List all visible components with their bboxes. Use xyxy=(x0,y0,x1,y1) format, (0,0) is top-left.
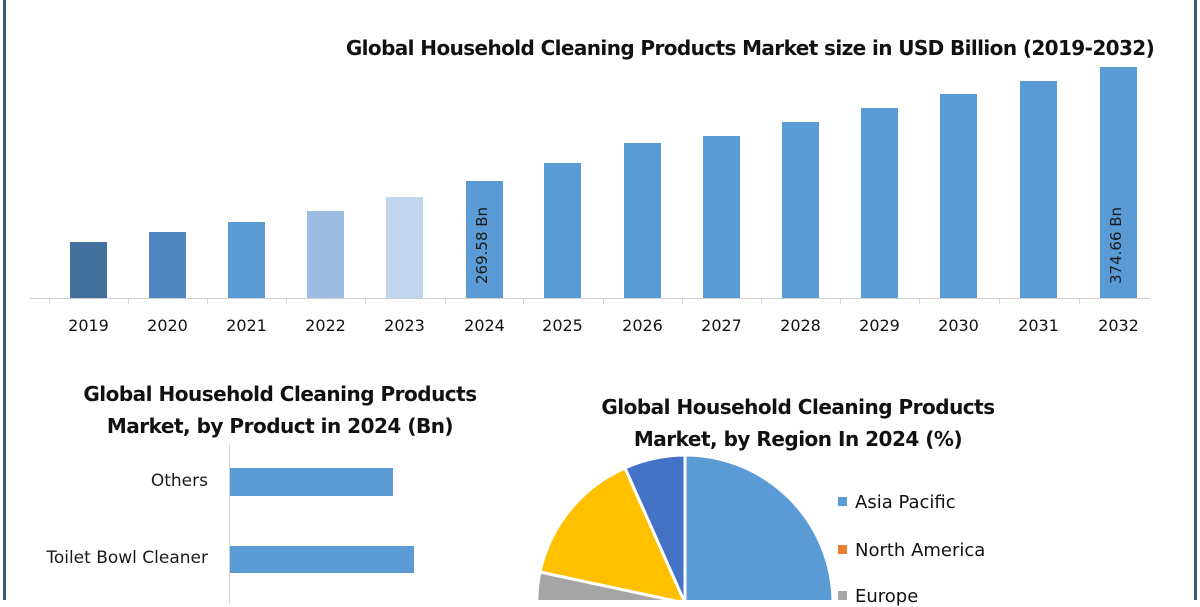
x-tick-label-2022: 2022 xyxy=(305,316,346,335)
bar-2030 xyxy=(940,94,977,298)
bar-2022 xyxy=(307,211,344,298)
legend-swatch-north-america xyxy=(838,544,847,554)
x-tick-label-2021: 2021 xyxy=(226,316,267,335)
product-label-toilet-bowl-cleaner: Toilet Bowl Cleaner xyxy=(46,548,208,568)
x-tick-label-2024: 2024 xyxy=(464,316,505,335)
product-bar-toilet-bowl-cleaner xyxy=(230,546,414,573)
bar-2025 xyxy=(544,163,581,298)
product-chart-title: Global Household Cleaning Products Marke… xyxy=(40,378,520,442)
x-tick xyxy=(49,298,50,304)
legend-item-asia-pacific: Asia Pacific xyxy=(838,492,956,513)
bar-2021 xyxy=(228,222,265,298)
bar-2032: 374.66 Bn xyxy=(1100,67,1137,298)
x-tick xyxy=(445,298,446,304)
pie-slice-yellow xyxy=(538,466,686,600)
x-tick-label-2026: 2026 xyxy=(622,316,663,335)
x-tick-label-2020: 2020 xyxy=(147,316,188,335)
x-tick xyxy=(128,298,129,304)
frame-border-right xyxy=(1194,0,1197,600)
legend-item-north-america: North America xyxy=(838,540,985,561)
region-chart-title: Global Household Cleaning Products Marke… xyxy=(538,391,1058,455)
legend-swatch-asia-pacific xyxy=(838,496,847,506)
x-tick-label-2023: 2023 xyxy=(384,316,425,335)
x-tick xyxy=(682,298,683,304)
bar-2029 xyxy=(861,108,898,298)
product-label-others: Others xyxy=(150,471,208,491)
legend-label-asia-pacific: Asia Pacific xyxy=(855,492,956,513)
bar-2028 xyxy=(782,122,819,298)
x-tick xyxy=(999,298,1000,304)
market-size-bar-chart: 2019 2020 2021 2022 2023 269.58 Bn 2024 2025 202… xyxy=(30,67,1150,335)
bar-2026 xyxy=(624,143,661,298)
bar-2019 xyxy=(70,242,107,298)
bar-2027 xyxy=(703,136,740,298)
bar-2031 xyxy=(1020,81,1057,298)
x-tick-label-2019: 2019 xyxy=(68,316,109,335)
x-tick xyxy=(365,298,366,304)
x-tick xyxy=(761,298,762,304)
product-bar-others xyxy=(230,468,393,496)
bar-2020 xyxy=(149,232,186,298)
x-tick-label-2029: 2029 xyxy=(859,316,900,335)
product-chart-title-line1: Global Household Cleaning Products xyxy=(83,382,477,406)
pie-slice-asia-pacific xyxy=(683,453,835,600)
legend-label-europe: Europe xyxy=(855,586,919,607)
x-axis-line xyxy=(30,298,1150,299)
bar-2023 xyxy=(386,197,423,298)
legend-item-europe: Europe xyxy=(838,586,918,607)
x-tick xyxy=(1079,298,1080,304)
x-tick-label-2028: 2028 xyxy=(780,316,821,335)
product-chart-title-line2: Market, by Product in 2024 (Bn) xyxy=(106,414,454,438)
x-tick-label-2027: 2027 xyxy=(701,316,742,335)
x-tick-label-2032: 2032 xyxy=(1098,316,1139,335)
x-tick xyxy=(523,298,524,304)
legend-label-north-america: North America xyxy=(855,540,986,561)
legend-swatch-europe xyxy=(838,590,847,600)
x-tick xyxy=(207,298,208,304)
region-chart-title-line1: Global Household Cleaning Products xyxy=(601,395,995,419)
frame-border-left xyxy=(3,0,6,600)
x-tick-label-2030: 2030 xyxy=(938,316,979,335)
x-tick xyxy=(840,298,841,304)
region-chart-title-line2: Market, by Region In 2024 (%) xyxy=(633,427,963,451)
main-chart-title: Global Household Cleaning Products Marke… xyxy=(345,36,1155,60)
bar-2024: 269.58 Bn xyxy=(466,181,503,298)
x-tick-label-2025: 2025 xyxy=(542,316,583,335)
product-chart-y-axis xyxy=(229,444,230,604)
x-tick-label-2031: 2031 xyxy=(1018,316,1059,335)
x-tick xyxy=(919,298,920,304)
x-tick xyxy=(286,298,287,304)
x-tick xyxy=(603,298,604,304)
pie-slice-dark-blue xyxy=(623,453,687,600)
